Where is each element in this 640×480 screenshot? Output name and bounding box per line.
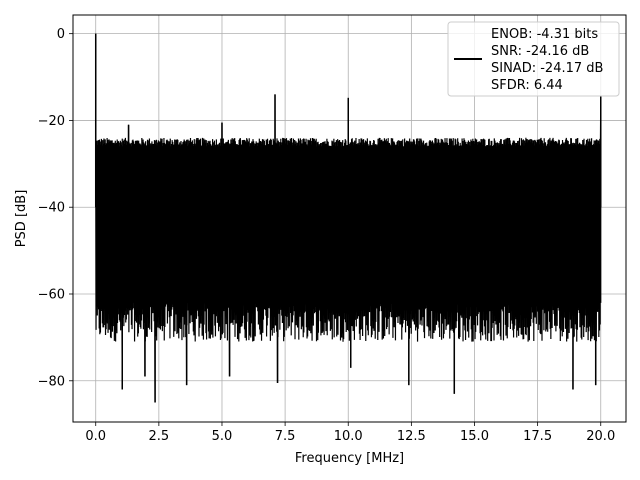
- x-tick-label: 17.5: [523, 429, 552, 444]
- x-tick-label: 5.0: [212, 429, 233, 444]
- x-tick-label: 0.0: [85, 429, 106, 444]
- y-tick-label: −60: [38, 287, 65, 302]
- y-tick-label: 0: [57, 27, 65, 42]
- psd-series: [94, 33, 602, 403]
- x-axis-label: Frequency [MHz]: [295, 451, 404, 466]
- legend-sfdr: SFDR: 6.44: [491, 78, 563, 93]
- y-tick-label: −20: [38, 114, 65, 129]
- x-tick-label: 10.0: [334, 429, 363, 444]
- x-tick-label: 20.0: [586, 429, 615, 444]
- x-tick-label: 2.5: [149, 429, 170, 444]
- x-tick-label: 15.0: [460, 429, 489, 444]
- legend-enob: ENOB: -4.31 bits: [491, 27, 598, 42]
- legend-snr: SNR: -24.16 dB: [491, 44, 589, 59]
- legend-sinad: SINAD: -24.17 dB: [491, 61, 603, 76]
- y-tick-label: −40: [38, 201, 65, 216]
- legend-box: [447, 21, 620, 97]
- y-tick-label: −80: [38, 374, 65, 389]
- ticks: 0.0 2.5 5.0 7.5 10.0 12.5 15.0 17.5 20.0 0 −20 −40 −…: [38, 27, 616, 444]
- legend: ENOB: -4.31 bits SNR: -24.16 dB SINAD: -…: [447, 21, 620, 97]
- x-tick-label: 12.5: [397, 429, 426, 444]
- axes-frame: [72, 14, 627, 423]
- x-tick-label: 7.5: [275, 429, 296, 444]
- y-axis-label: PSD [dB]: [14, 190, 29, 248]
